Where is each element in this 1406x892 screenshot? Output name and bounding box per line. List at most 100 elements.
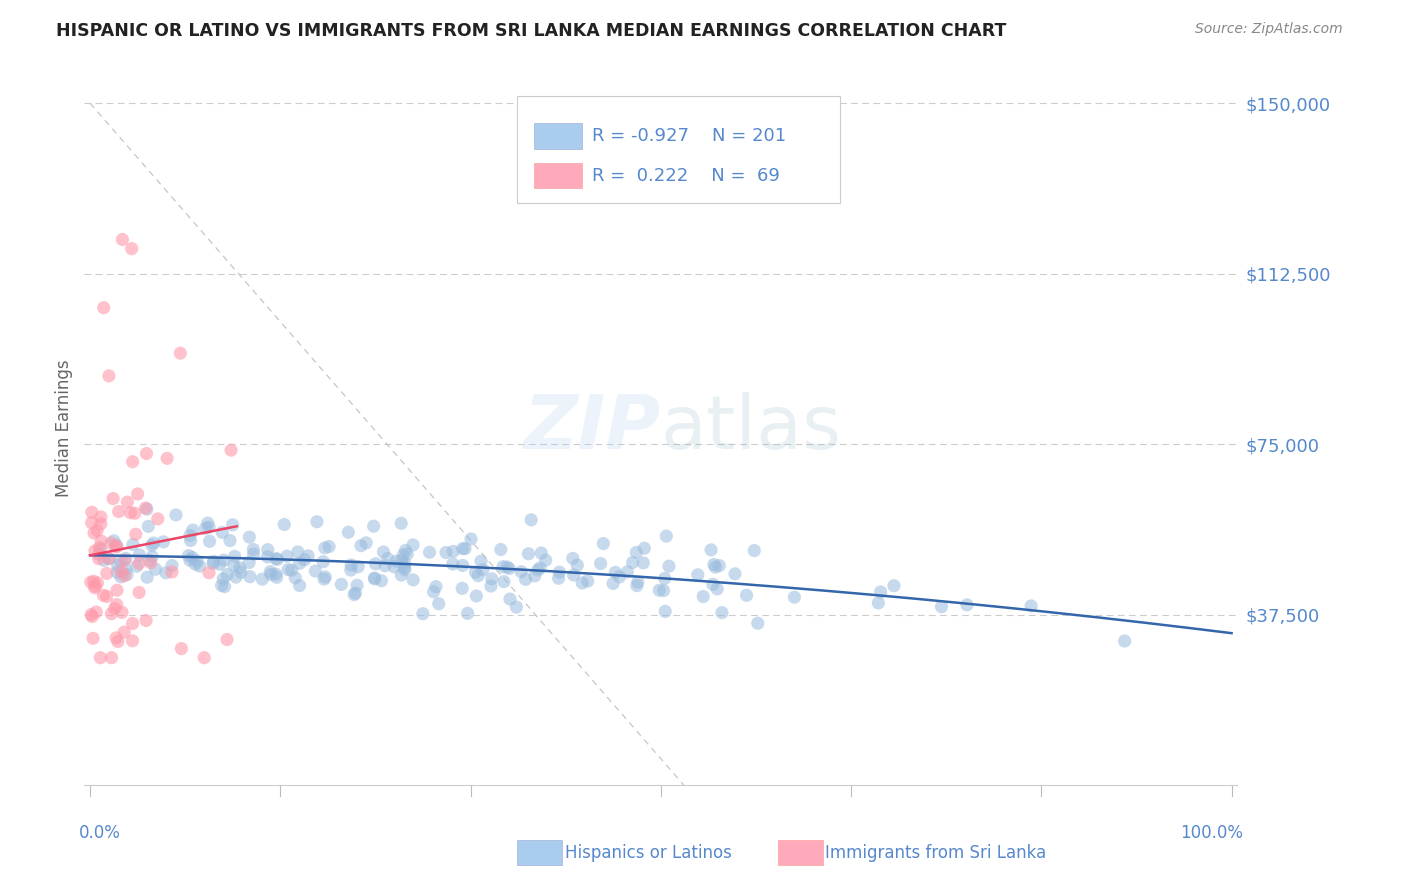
Point	[135, 500, 157, 515]
Point	[84, 605, 107, 619]
Point	[273, 517, 295, 532]
Point	[114, 562, 136, 576]
Point	[107, 634, 129, 648]
Point	[465, 589, 488, 603]
Point	[389, 568, 412, 582]
Point	[115, 551, 138, 566]
Point	[592, 536, 614, 550]
Point	[264, 567, 287, 582]
Point	[145, 562, 167, 576]
Point	[93, 301, 115, 315]
Point	[80, 575, 103, 590]
Point	[259, 565, 281, 579]
Point	[1019, 599, 1042, 613]
Point	[869, 585, 891, 599]
Point	[337, 525, 360, 540]
Point	[742, 543, 765, 558]
Text: R = -0.927    N = 201: R = -0.927 N = 201	[592, 128, 786, 145]
Y-axis label: Median Earnings: Median Earnings	[55, 359, 73, 497]
Point	[181, 550, 204, 565]
Point	[284, 571, 307, 585]
FancyBboxPatch shape	[517, 96, 839, 203]
Point	[515, 573, 537, 587]
Point	[425, 580, 447, 594]
Point	[217, 567, 239, 582]
Point	[97, 551, 120, 566]
Point	[105, 631, 128, 645]
Point	[626, 545, 648, 559]
Point	[105, 598, 128, 612]
Point	[242, 547, 264, 561]
Point	[704, 560, 727, 574]
Point	[179, 553, 201, 567]
Point	[86, 575, 108, 590]
Point	[238, 530, 260, 544]
Point	[655, 529, 678, 543]
Point	[219, 443, 242, 458]
Point	[125, 527, 148, 541]
Point	[121, 242, 143, 256]
Text: 100.0%: 100.0%	[1180, 824, 1243, 842]
Point	[136, 519, 159, 533]
Point	[589, 557, 612, 571]
Point	[441, 544, 464, 558]
Point	[146, 512, 169, 526]
Point	[709, 558, 731, 573]
Point	[457, 607, 479, 621]
Point	[202, 554, 225, 568]
Point	[104, 601, 127, 615]
Point	[214, 580, 236, 594]
Point	[242, 542, 264, 557]
Point	[547, 571, 569, 585]
Point	[111, 606, 134, 620]
Point	[188, 559, 211, 574]
Point	[90, 542, 112, 557]
Point	[93, 588, 115, 602]
Point	[747, 616, 769, 631]
Point	[1114, 634, 1136, 648]
Point	[931, 599, 953, 614]
Point	[602, 576, 624, 591]
Point	[548, 565, 571, 579]
Point	[517, 547, 540, 561]
Point	[394, 560, 416, 574]
Point	[648, 583, 671, 598]
Point	[252, 572, 274, 586]
Point	[193, 650, 215, 665]
Point	[499, 592, 522, 607]
Point	[529, 561, 551, 575]
Point	[314, 570, 336, 584]
Point	[562, 568, 585, 582]
Point	[294, 553, 316, 567]
Point	[454, 541, 477, 556]
Point	[280, 563, 302, 577]
Point	[385, 554, 408, 568]
Point	[101, 491, 124, 506]
Point	[373, 545, 395, 559]
Point	[633, 556, 655, 570]
Point	[304, 564, 326, 578]
Point	[105, 566, 128, 580]
Point	[84, 579, 107, 593]
Point	[492, 574, 515, 589]
Point	[82, 609, 104, 624]
Point	[87, 547, 110, 561]
Point	[498, 561, 520, 575]
Point	[658, 559, 681, 574]
Point	[389, 516, 412, 531]
Point	[364, 557, 387, 571]
Point	[110, 564, 132, 578]
Point	[312, 555, 335, 569]
Text: HISPANIC OR LATINO VS IMMIGRANTS FROM SRI LANKA MEDIAN EARNINGS CORRELATION CHAR: HISPANIC OR LATINO VS IMMIGRANTS FROM SR…	[56, 22, 1007, 40]
Point	[576, 574, 599, 588]
Point	[451, 558, 474, 573]
Point	[561, 551, 583, 566]
Point	[215, 632, 238, 647]
Point	[219, 533, 242, 548]
Point	[83, 581, 105, 595]
Point	[527, 563, 550, 577]
Point	[297, 549, 319, 563]
Point	[340, 563, 363, 577]
Point	[121, 616, 143, 631]
Point	[138, 553, 160, 567]
